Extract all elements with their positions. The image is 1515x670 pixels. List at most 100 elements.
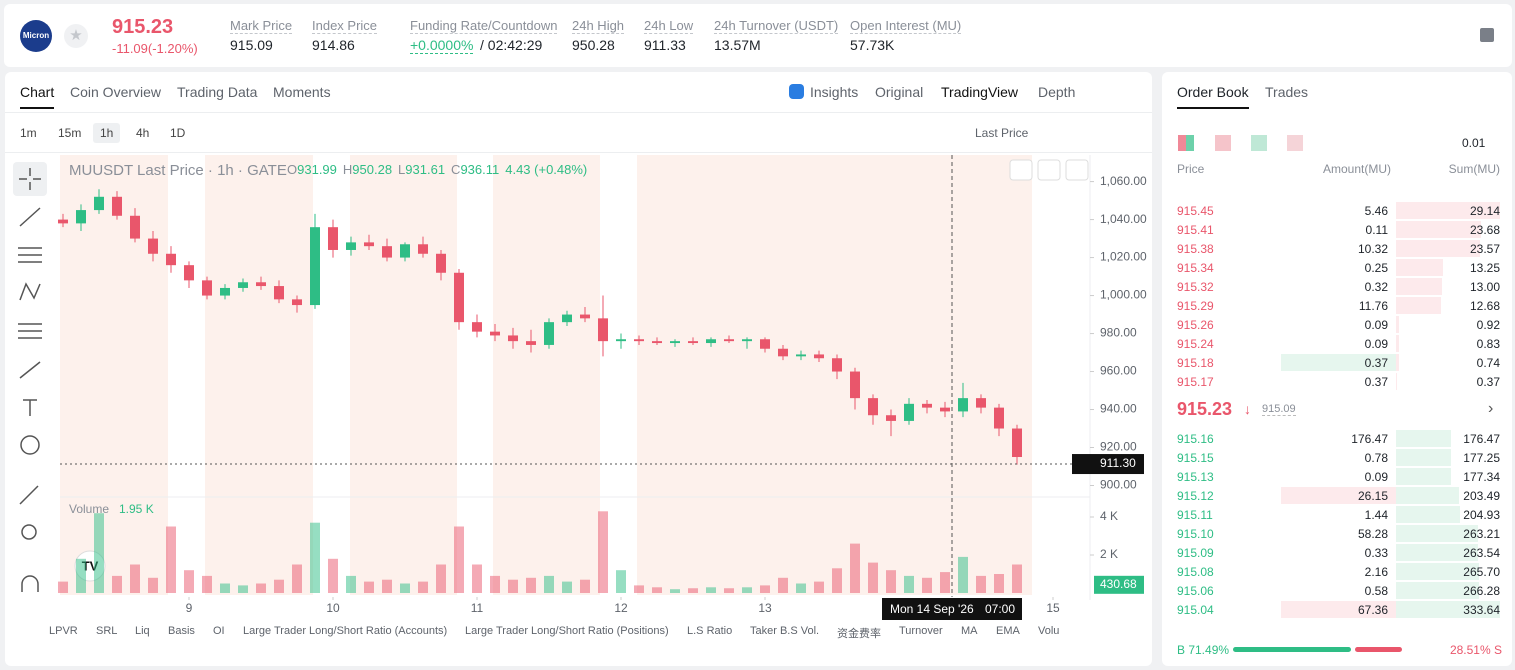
left-tools	[13, 162, 47, 592]
stat-label: 24h High	[572, 18, 625, 34]
view-trades[interactable]	[1287, 135, 1303, 151]
candle-body	[490, 331, 500, 336]
ob-tab[interactable]: Trades	[1265, 84, 1309, 100]
ob-amount: 0.37	[1364, 356, 1388, 370]
candle-body	[904, 403, 914, 421]
ruler-tool[interactable]	[19, 485, 39, 505]
last-volume-bg	[1094, 575, 1144, 594]
ohlc-value: 931.99	[297, 162, 337, 177]
chart-tab[interactable]: Moments	[273, 84, 331, 100]
volume-bar	[94, 513, 104, 593]
pattern-tool[interactable]	[19, 282, 41, 301]
emoji-tool[interactable]	[20, 435, 40, 455]
interval[interactable]: 4h	[136, 126, 150, 140]
candle-body	[670, 341, 680, 344]
depth-bar	[1396, 563, 1479, 580]
button[interactable]	[1065, 159, 1089, 181]
ob-price: 915.38	[1177, 242, 1214, 256]
indicator[interactable]: Large Trader Long/Short Ratio (Positions…	[465, 625, 669, 637]
view-tab[interactable]: Depth	[1038, 84, 1076, 100]
stat-value: 57.73K	[850, 37, 895, 53]
precision[interactable]: 0.01	[1462, 136, 1486, 150]
header-bar	[4, 4, 1512, 67]
ob-sum: 177.25	[1463, 451, 1500, 465]
line-tool[interactable]	[19, 207, 41, 227]
candle-body	[346, 242, 356, 250]
indicator[interactable]: EMA	[996, 625, 1020, 637]
text-tool[interactable]	[23, 399, 37, 416]
last-volume-label: 430.68	[1100, 577, 1137, 591]
stat-value: 911.33	[644, 37, 686, 53]
insights-icon	[789, 84, 804, 99]
ob-price: 915.32	[1177, 280, 1214, 294]
interval[interactable]: 1m	[20, 126, 37, 140]
price-source[interactable]: Last Price	[975, 126, 1029, 140]
zoom-tool[interactable]	[21, 524, 37, 540]
ob-sum: 266.28	[1463, 584, 1500, 598]
view-tab[interactable]: Insights	[810, 84, 859, 100]
volume-bar	[220, 583, 230, 593]
notes-icon[interactable]	[1480, 28, 1494, 42]
cross-tool[interactable]	[19, 168, 41, 190]
indicator[interactable]: 资金费率	[837, 628, 881, 640]
chart-tab[interactable]: Trading Data	[177, 84, 258, 100]
candle-body	[256, 282, 266, 287]
view-both[interactable]	[1178, 135, 1194, 151]
volume-bar	[850, 543, 860, 593]
ob-price: 915.18	[1177, 356, 1214, 370]
ob-price: 915.13	[1177, 470, 1214, 484]
stat-value: +0.0000%	[410, 37, 474, 54]
depth-bar	[1396, 601, 1500, 618]
view-bids[interactable]	[1251, 135, 1267, 151]
indicator[interactable]: Liq	[135, 625, 150, 637]
chart-tab[interactable]: Coin Overview	[70, 84, 162, 100]
interval[interactable]: 1D	[170, 126, 186, 140]
y-tick-label: 1,060.00	[1100, 174, 1147, 188]
indicator[interactable]: Taker B.S Vol.	[750, 625, 820, 637]
magnet-tool[interactable]	[21, 575, 39, 592]
y-tick-label: 1,000.00	[1100, 288, 1147, 302]
depth-bar	[1396, 259, 1444, 276]
favorite-star[interactable]: ★	[64, 24, 88, 48]
candle-body	[472, 322, 482, 332]
candle-body	[526, 341, 536, 345]
interval[interactable]: 15m	[58, 126, 82, 140]
candle-body	[274, 286, 284, 300]
view-tab[interactable]: TradingView	[941, 84, 1019, 100]
chart-tab[interactable]: Chart	[20, 84, 55, 109]
interval[interactable]: 1h	[93, 123, 121, 143]
ob-sum: 23.57	[1469, 242, 1500, 256]
button[interactable]	[1037, 159, 1061, 181]
fib-tool[interactable]	[18, 323, 42, 339]
depth-bar	[1396, 506, 1460, 523]
volume-bar	[490, 575, 500, 593]
button[interactable]	[1009, 159, 1033, 181]
chart-buttons	[1009, 159, 1089, 181]
indicator[interactable]: MA	[961, 625, 978, 637]
stat-value: 13.57M	[714, 37, 761, 53]
view-asks[interactable]	[1215, 135, 1231, 151]
indicator[interactable]: Turnover	[899, 625, 943, 637]
ob-sum: 176.47	[1463, 432, 1500, 446]
more-arrow[interactable]: ›	[1488, 400, 1494, 417]
indicator[interactable]: OI	[213, 625, 225, 637]
indicator[interactable]: Large Trader Long/Short Ratio (Accounts)	[243, 625, 448, 637]
indicator[interactable]: Basis	[168, 625, 195, 637]
candle-body	[940, 407, 950, 412]
brush-tool[interactable]	[19, 361, 41, 379]
volume-bar	[274, 579, 284, 593]
candle-body	[130, 215, 140, 239]
depth-bar	[1396, 468, 1452, 485]
ob-tab[interactable]: Order Book	[1177, 84, 1249, 109]
indicator[interactable]: L.S Ratio	[687, 625, 733, 637]
depth-bar	[1396, 544, 1479, 561]
indicator[interactable]: LPVR	[49, 625, 78, 637]
indicator[interactable]: SRL	[96, 625, 118, 637]
ob-sum: 13.25	[1469, 261, 1500, 275]
volume-bar	[724, 588, 734, 593]
view-tab[interactable]: Original	[875, 84, 924, 100]
volume-bar	[922, 577, 932, 593]
ob-amount: 1.44	[1364, 508, 1388, 522]
indicator[interactable]: Volu	[1038, 625, 1060, 637]
channel-tool[interactable]	[18, 247, 42, 263]
